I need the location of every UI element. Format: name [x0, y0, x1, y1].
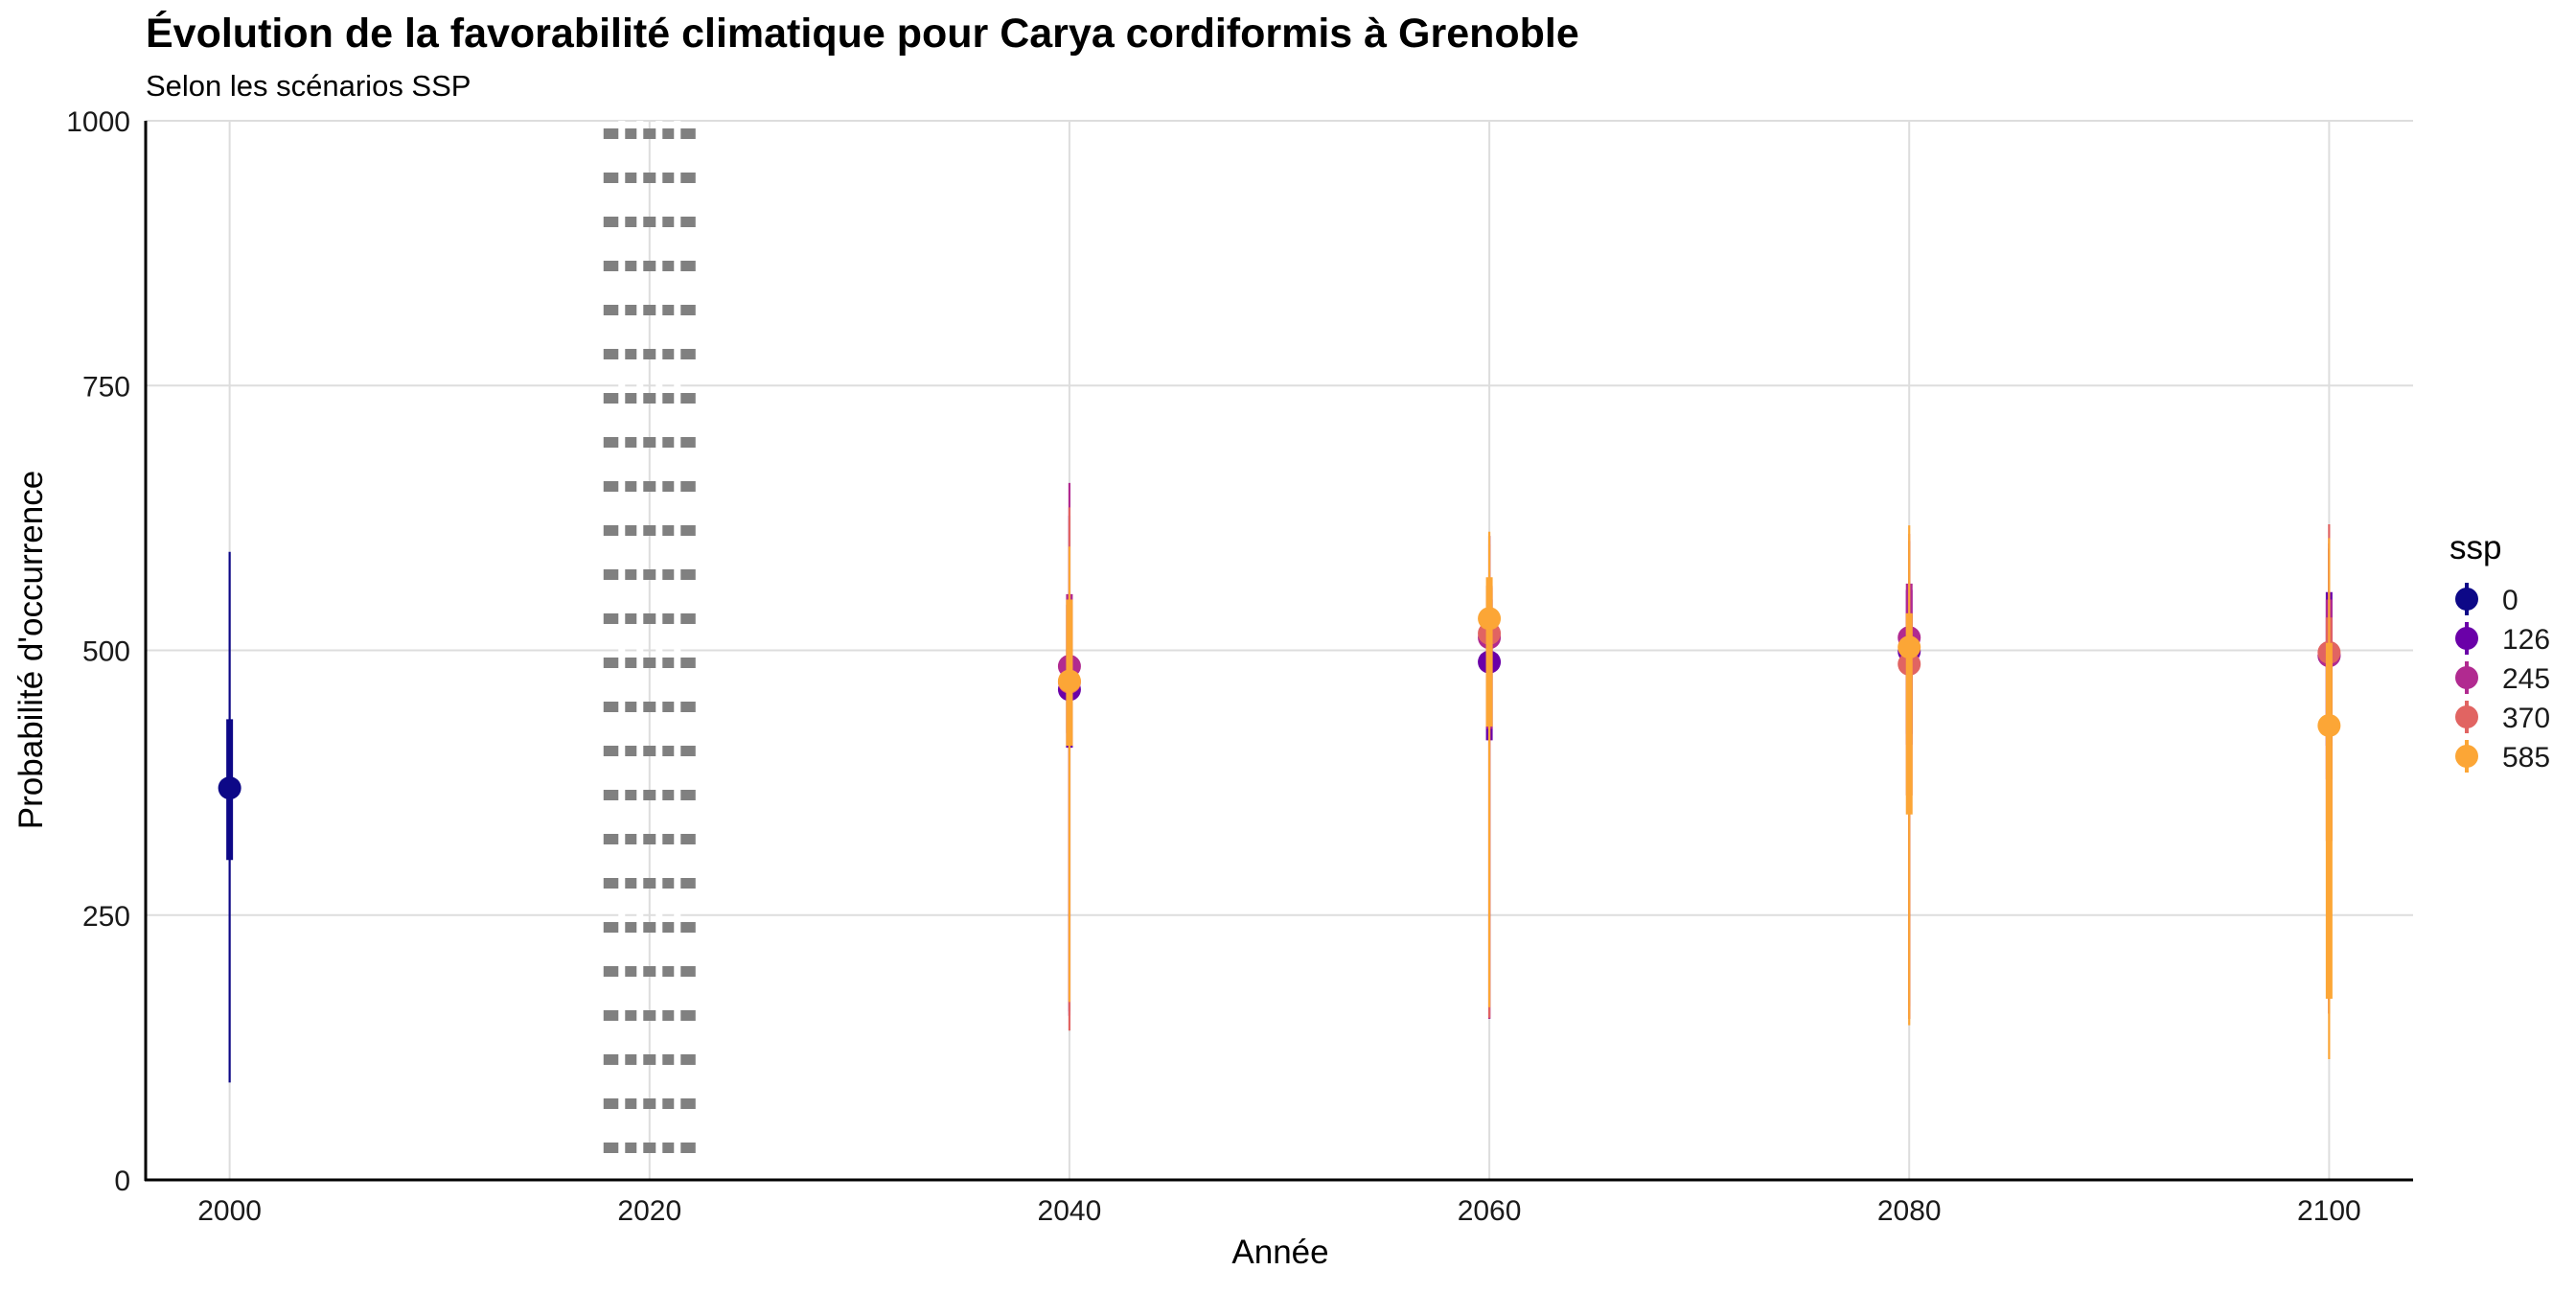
- legend-key-point: [2455, 627, 2478, 650]
- legend-label: 126: [2502, 624, 2550, 656]
- data-marks: [218, 482, 2341, 1083]
- median-point: [218, 776, 242, 800]
- x-tick-label: 2040: [1038, 1195, 1102, 1227]
- pointrange-ssp-585-2040: [1057, 546, 1081, 1003]
- tick-labels: 0 250 500 750 1000 2000 2020 2040 2060 2080 2100: [66, 106, 2360, 1227]
- legend-item-ssp-245: 245: [2455, 661, 2550, 695]
- legend-key-point: [2455, 588, 2478, 611]
- legend: ssp 0 126 245 370 585: [2450, 529, 2550, 773]
- reference-line-2020: [603, 121, 696, 1180]
- legend-label: 585: [2502, 742, 2550, 773]
- legend-item-ssp-370: 370: [2455, 701, 2550, 734]
- median-point: [1898, 635, 1921, 659]
- x-tick-label: 2100: [2297, 1195, 2361, 1227]
- y-tick-label: 250: [82, 901, 130, 933]
- legend-key-point: [2455, 666, 2478, 689]
- y-tick-label: 0: [114, 1166, 130, 1197]
- x-axis-title: Année: [1231, 1234, 1328, 1271]
- grid-lines: [146, 120, 2413, 1181]
- legend-item-ssp-585: 585: [2455, 740, 2550, 773]
- median-point: [2317, 713, 2341, 737]
- x-tick-label: 2000: [197, 1195, 262, 1227]
- pointrange-ssp-585-2100: [2317, 538, 2341, 1060]
- chart-title: Évolution de la favorabilité climatique …: [146, 11, 1579, 57]
- median-point: [1057, 669, 1081, 693]
- legend-label: 370: [2502, 703, 2550, 734]
- axes: [144, 121, 2413, 1182]
- x-tick-label: 2020: [617, 1195, 681, 1227]
- pointrange-ssp-585-2080: [1898, 525, 1921, 1026]
- legend-item-ssp-0: 0: [2455, 583, 2518, 616]
- y-tick-label: 500: [82, 636, 130, 668]
- median-point: [1478, 607, 1502, 631]
- x-tick-label: 2080: [1877, 1195, 1942, 1227]
- legend-key-point: [2455, 745, 2478, 768]
- legend-label: 245: [2502, 663, 2550, 695]
- legend-key-point: [2455, 705, 2478, 728]
- legend-label: 0: [2502, 585, 2518, 616]
- legend-item-ssp-126: 126: [2455, 622, 2550, 656]
- pointrange-ssp-0-2000: [218, 551, 242, 1083]
- y-axis-title: Probabilité d'occurrence: [12, 471, 50, 829]
- y-tick-label: 750: [82, 371, 130, 403]
- y-tick-label: 1000: [66, 106, 130, 138]
- pointrange-ssp-585-2060: [1478, 531, 1502, 1007]
- x-tick-label: 2060: [1458, 1195, 1522, 1227]
- chart-subtitle: Selon les scénarios SSP: [146, 69, 471, 103]
- legend-title: ssp: [2450, 529, 2501, 566]
